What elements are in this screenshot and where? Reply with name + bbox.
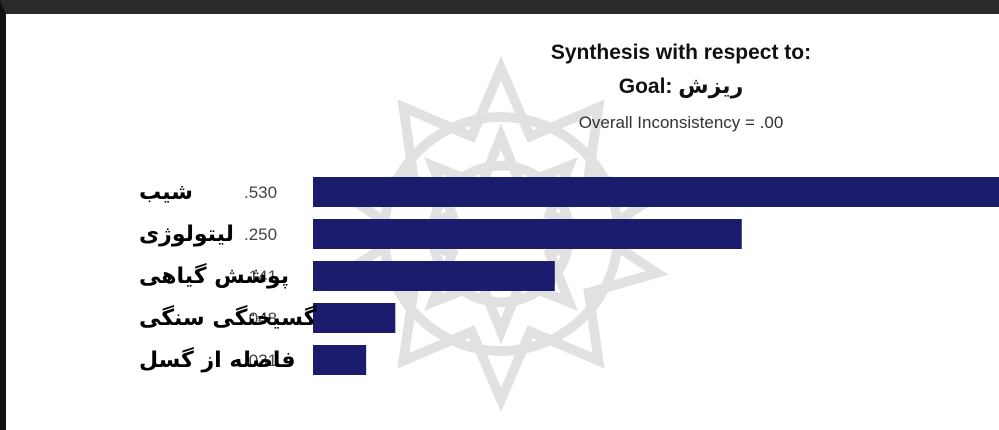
category-label-1: شیب: [139, 180, 193, 205]
value-label-1: .530: [244, 183, 277, 202]
category-label-5: فاصله از گسل: [139, 346, 296, 373]
bar-5: [313, 345, 367, 375]
category-label-4: گسیختگی سنگی: [139, 304, 317, 331]
category-label-2: لیتولوژی: [139, 222, 234, 247]
bar-3: [313, 261, 555, 291]
chart-title: Synthesis with respect to:: [550, 41, 812, 64]
bar-2: [313, 219, 742, 249]
goal-prefix: Goal:: [618, 75, 679, 98]
bar-1: [313, 177, 999, 207]
bar-4: [313, 303, 396, 333]
goal-line: Goal: ریزش: [496, 72, 866, 102]
value-label-2: .250: [244, 225, 277, 244]
value-label-4: .048: [244, 309, 277, 328]
inconsistency-readout: Overall Inconsistency = .00: [578, 113, 784, 132]
chart-header: Synthesis with respect to: Goal: ریزش Ov…: [496, 38, 866, 134]
value-label-3: .141: [244, 267, 277, 286]
value-label-5: .031: [244, 351, 277, 370]
category-label-3: پوشش گیاهی: [139, 262, 289, 289]
goal-value: ریزش: [678, 74, 744, 99]
